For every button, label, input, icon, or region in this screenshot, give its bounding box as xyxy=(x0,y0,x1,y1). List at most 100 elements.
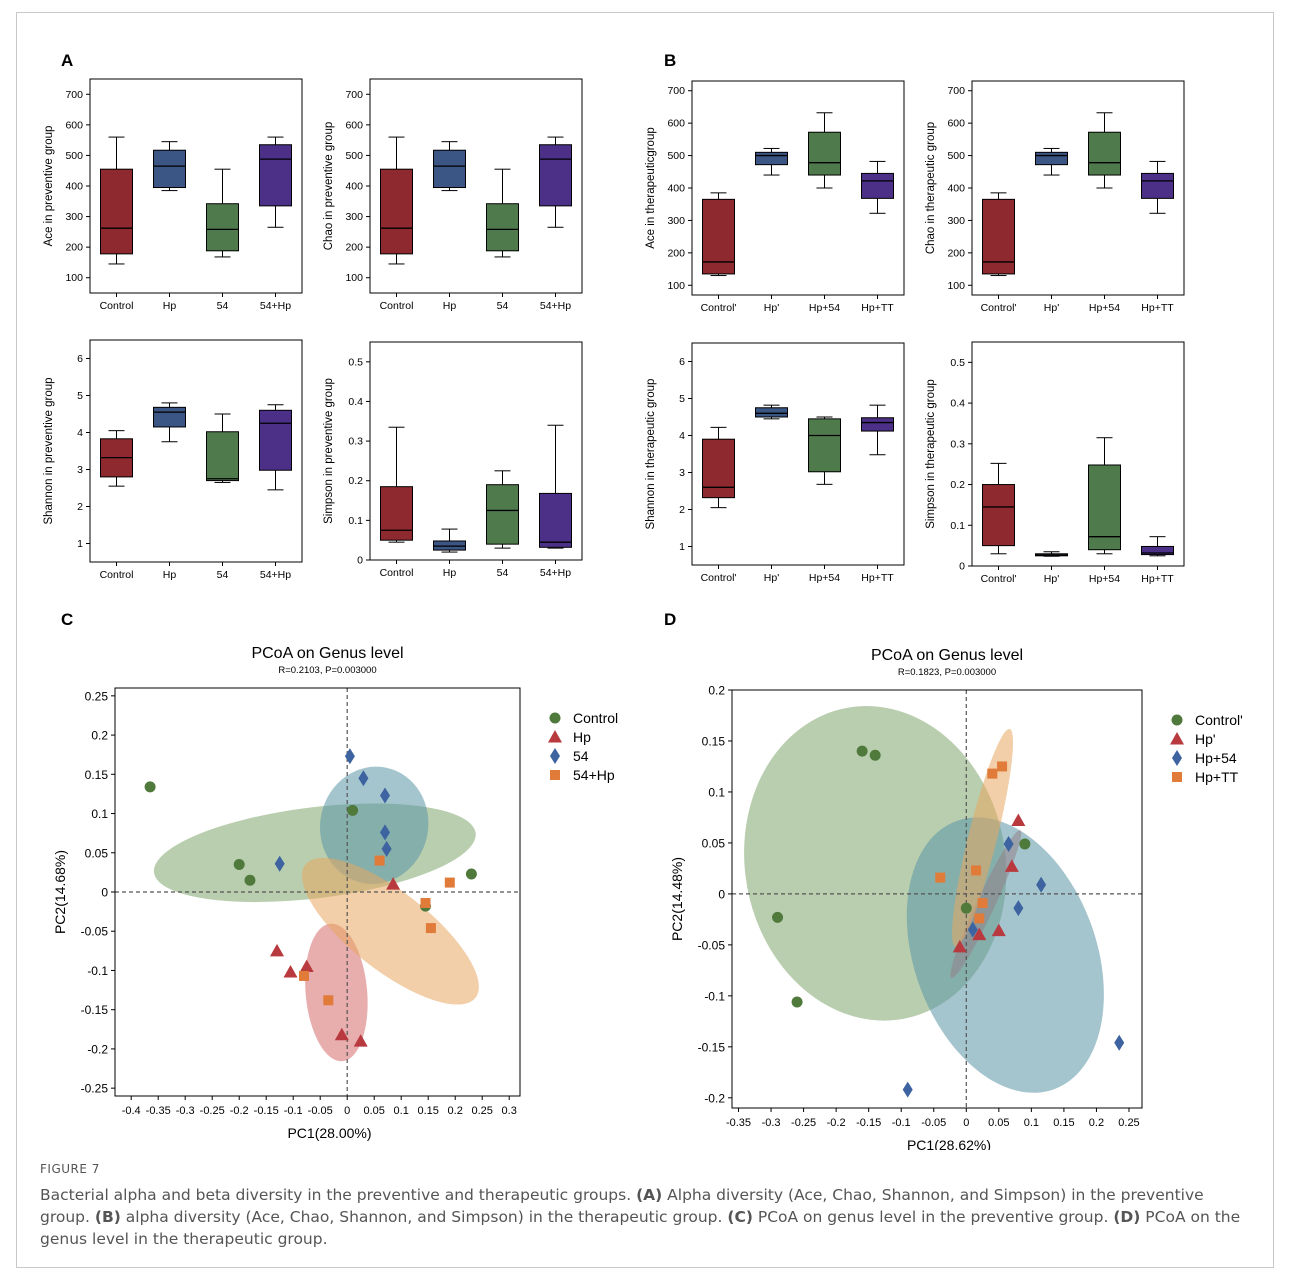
x-tick-label: Hp+TT xyxy=(1141,302,1174,314)
point-diamond xyxy=(274,855,285,872)
y-tick-label: 3 xyxy=(77,464,83,476)
boxplot-B3: 1 2 3 4 5 6 Shannon in therapeutic group Contro… xyxy=(645,342,905,584)
legend-label: Hp xyxy=(573,729,591,745)
y-tick-label: 4 xyxy=(77,427,83,439)
panel-label-B: B xyxy=(664,51,676,70)
y-tick-label: 300 xyxy=(345,211,363,223)
x-tick-label: 0.25 xyxy=(471,1105,492,1117)
x-tick-label: -0.25 xyxy=(200,1105,225,1117)
legend-label: Control' xyxy=(1195,712,1243,728)
point-square xyxy=(977,898,988,909)
point-triangle xyxy=(334,1027,349,1041)
boxplot-B2: 100 200 300 400 500 600 700 Chao in therapeutic… xyxy=(925,80,1185,314)
x-tick-label: 0.1 xyxy=(1024,1117,1039,1129)
point-triangle xyxy=(972,927,987,941)
x-tick-label: 0.25 xyxy=(1118,1117,1139,1129)
point-diamond xyxy=(358,770,369,787)
point-diamond xyxy=(1114,1034,1125,1051)
x-tick-label: -0.05 xyxy=(921,1117,946,1129)
y-tick-label: 500 xyxy=(65,150,83,162)
point-diamond xyxy=(381,840,392,857)
x-tick-label: 54 xyxy=(497,567,509,579)
confidence-ellipse xyxy=(906,817,1104,1093)
point-circle xyxy=(856,745,868,757)
point-circle xyxy=(791,996,803,1008)
x-tick-label: Control xyxy=(100,300,134,312)
point-square xyxy=(987,768,998,779)
point-triangle xyxy=(386,877,401,890)
x-axis-label: PC1(28.62%) xyxy=(907,1137,991,1150)
point-circle xyxy=(960,902,972,914)
x-tick-label: -0.2 xyxy=(827,1117,846,1129)
x-tick-label: -0.3 xyxy=(762,1117,781,1129)
y-tick-label: 0.1 xyxy=(708,785,725,799)
y-tick-label: 300 xyxy=(65,211,83,223)
box-Hp+54 xyxy=(1088,464,1121,551)
box-Hp xyxy=(153,406,186,428)
point-square xyxy=(935,872,946,883)
box-54+Hp xyxy=(539,492,572,548)
x-tick-label: Hp' xyxy=(764,572,779,584)
y-tick-label: 0.1 xyxy=(950,520,965,532)
y-tick-label: 0 xyxy=(357,555,363,567)
box-Control xyxy=(380,168,413,255)
x-tick-label: 0 xyxy=(963,1117,969,1129)
box-54 xyxy=(486,484,519,545)
x-tick-label: -0.35 xyxy=(726,1117,751,1129)
boxplot-A3: 1 2 3 4 5 6 Shannon in preventive group Control… xyxy=(43,339,303,581)
y-tick-label: -0.1 xyxy=(704,989,725,1003)
point-circle xyxy=(347,804,359,816)
y-axis-label: Ace in therapeuticgroup xyxy=(645,127,657,248)
x-tick-label: 54+Hp xyxy=(260,300,291,312)
y-tick-label: 400 xyxy=(947,183,965,195)
y-tick-label: 600 xyxy=(667,118,685,130)
box-Control' xyxy=(982,198,1015,275)
box-Hp+TT xyxy=(1141,545,1174,556)
x-tick-label: -0.35 xyxy=(146,1105,171,1117)
x-tick-label: -0.4 xyxy=(122,1105,141,1117)
chart-subtitle: R=0.1823, P=0.003000 xyxy=(898,667,996,678)
box-Control' xyxy=(982,484,1015,547)
y-tick-label: 500 xyxy=(667,150,685,162)
y-tick-label: 500 xyxy=(345,150,363,162)
point-triangle xyxy=(283,965,298,978)
x-tick-label: 54+Hp xyxy=(260,569,291,581)
panel-label-D: D xyxy=(664,610,676,629)
box-54 xyxy=(486,203,519,252)
boxplot-B1: 100 200 300 400 500 600 700 Ace in therapeuticg… xyxy=(645,80,905,314)
y-tick-label: 0.4 xyxy=(348,396,363,408)
box-Hp+54 xyxy=(1088,131,1121,176)
x-tick-label: 0.15 xyxy=(417,1105,438,1117)
panel-label-A: A xyxy=(61,51,73,70)
box-54+Hp xyxy=(259,144,292,207)
y-tick-label: 1 xyxy=(77,538,83,550)
y-tick-label: 700 xyxy=(667,85,685,97)
y-tick-label: 600 xyxy=(345,119,363,131)
y-tick-label: 0.2 xyxy=(91,729,108,743)
x-tick-label: Hp xyxy=(163,300,177,312)
boxplot-A2: 100 200 300 400 500 600 700 Chao in preventive … xyxy=(323,78,583,312)
box-Hp' xyxy=(755,151,788,166)
box-Hp+54 xyxy=(808,131,841,176)
y-tick-label: -0.05 xyxy=(698,938,726,952)
y-tick-label: 200 xyxy=(345,242,363,254)
x-tick-label: -0.3 xyxy=(176,1105,195,1117)
x-tick-label: 54 xyxy=(217,569,229,581)
y-tick-label: 600 xyxy=(65,119,83,131)
y-tick-label: 100 xyxy=(667,280,685,292)
confidence-ellipse xyxy=(301,857,479,1005)
point-circle xyxy=(244,874,256,886)
point-circle xyxy=(869,749,881,761)
x-tick-label: 54+Hp xyxy=(540,567,571,579)
x-tick-label: Hp+54 xyxy=(809,572,840,584)
legend-label: Hp+54 xyxy=(1195,750,1237,766)
x-tick-label: Hp xyxy=(163,569,177,581)
y-axis-label: Chao in preventive group xyxy=(323,122,335,251)
chart-title: PCoA on Genus level xyxy=(251,645,403,662)
y-tick-label: 700 xyxy=(65,89,83,101)
y-tick-label: 200 xyxy=(947,247,965,259)
y-axis-label: Simpson in preventive group xyxy=(323,378,335,524)
y-tick-label: 600 xyxy=(947,118,965,130)
point-triangle xyxy=(952,939,967,953)
plot-frame xyxy=(369,341,583,561)
